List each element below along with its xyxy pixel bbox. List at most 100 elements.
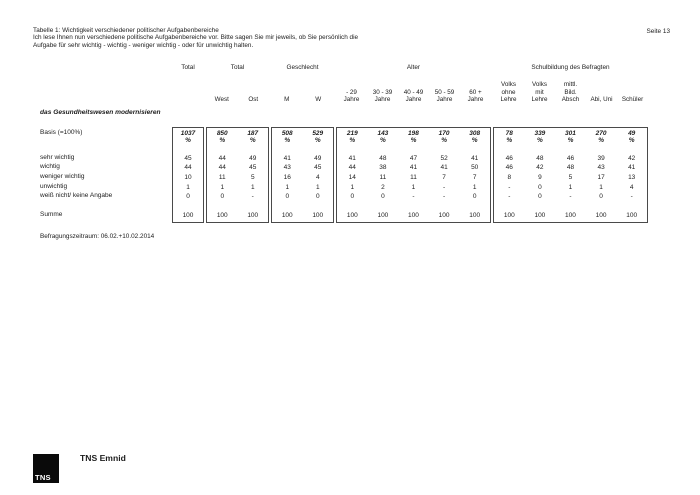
- column-header: Volks ohne Lehre: [491, 76, 527, 103]
- table-cell: -: [508, 193, 511, 201]
- column-header-line: Jahre: [405, 95, 422, 103]
- percent-symbol: %: [598, 137, 604, 144]
- column-header-line: mit: [535, 88, 544, 96]
- table-cell: 0: [315, 193, 320, 201]
- page-number: Seite 13: [646, 28, 670, 35]
- table-cell: 11: [379, 173, 387, 181]
- table-cell: 4: [315, 173, 320, 181]
- table-cell: -: [443, 193, 446, 201]
- column-header-line: mittl.: [563, 81, 578, 89]
- table-cell: 0: [285, 193, 290, 201]
- column-header-line: Abi, Uni: [590, 95, 613, 103]
- column-header-line: Volks: [500, 81, 517, 89]
- table-cell: 52: [440, 154, 448, 162]
- table-cell: 11: [218, 173, 226, 181]
- summe-cell: 100: [503, 212, 515, 219]
- table-cell: 47: [409, 154, 418, 162]
- table-cell: 14: [348, 173, 356, 181]
- survey-period: Befragungszeitraum: 06.02.+10.02.2014: [40, 233, 155, 240]
- column-header-line: Lehre: [531, 95, 548, 103]
- table-cell: 49: [249, 154, 257, 162]
- table-cell: 1: [472, 183, 477, 191]
- table-cell: 44: [184, 164, 192, 172]
- basis-value: 508: [281, 129, 293, 137]
- column-header-line: 60 +: [469, 88, 482, 96]
- row-label: weniger wichtig: [40, 172, 85, 180]
- basis-value: 219: [346, 129, 358, 137]
- summe-cell: 100: [534, 212, 546, 219]
- table-cell: 45: [184, 154, 192, 162]
- row-label-column: Basis (=100%) sehr wichtig wichtig weniger …: [40, 127, 170, 223]
- table-cell: 1: [285, 183, 290, 191]
- table-cell: 1: [186, 183, 190, 191]
- summe-cell: 100: [469, 212, 481, 219]
- column-group-header: Total: [230, 64, 245, 71]
- percent-symbol: %: [441, 137, 447, 144]
- basis-row-label: Basis (=100%): [40, 128, 83, 136]
- column-group-header: Alter: [406, 64, 421, 71]
- table-cell: 13: [628, 173, 636, 181]
- tns-logo-text: TNS: [35, 473, 51, 482]
- table-cell: 7: [442, 173, 446, 181]
- table-cell: 41: [283, 154, 291, 162]
- summe-cell: 100: [438, 212, 450, 219]
- column-header: Abi, Uni: [584, 76, 620, 103]
- table-cell: 48: [536, 154, 544, 162]
- table-cell: 41: [471, 154, 479, 162]
- table-cell: 38: [379, 164, 387, 172]
- percent-symbol: %: [249, 137, 256, 144]
- table-cell: 50: [471, 164, 479, 172]
- table-cell: 39: [597, 154, 605, 162]
- column-header: W: [300, 76, 336, 103]
- column-header: Volks mit Lehre: [522, 76, 558, 103]
- basis-value: 187: [247, 129, 259, 137]
- summe-cell: 100: [626, 212, 638, 219]
- column-header-line: 30 - 39: [372, 88, 393, 96]
- column-header-line: - 29: [346, 88, 357, 96]
- table-cell: 48: [379, 154, 387, 162]
- table-cell: 0: [186, 193, 190, 201]
- column-header-line: Volks: [531, 81, 548, 89]
- table-cell: 41: [348, 154, 356, 162]
- column-header-line: 50 - 59: [434, 88, 455, 96]
- table-group-box: 850% 44 44 11 1 0 100 187% 49 45 5 1-100: [206, 127, 269, 223]
- percent-symbol: %: [410, 137, 417, 144]
- column-header: 50 - 59 Jahre: [427, 76, 463, 103]
- table-cell: 0: [350, 193, 355, 201]
- table-cell: -: [412, 193, 415, 201]
- basis-value: 1037: [180, 129, 196, 137]
- column-header-line: Schüler: [621, 95, 644, 103]
- table-cell: 46: [505, 154, 513, 162]
- table-group-box: 78% 46 46 8- -100 339% 48 42 9 0 0 100 301% 46 48 5 1-10…: [493, 127, 648, 223]
- table-cell: 1: [568, 183, 573, 191]
- summe-cell: 100: [247, 212, 259, 219]
- column-header: 30 - 39 Jahre: [365, 76, 401, 103]
- question-label: das Gesundheitswesen modernisieren: [40, 109, 161, 116]
- column-header-line: 40 - 49: [403, 88, 424, 96]
- table-title: Tabelle 1: Wichtigkeit verschiedener pol…: [33, 27, 219, 34]
- table-cell: 45: [249, 164, 257, 172]
- column-group-header: Geschlecht: [286, 64, 319, 71]
- column-header-line: ohne: [501, 88, 516, 96]
- column-header: mittl. Bild. Absch: [553, 76, 589, 103]
- column-header-line: M: [284, 95, 290, 103]
- table-cell: 44: [218, 164, 226, 172]
- table-cell: 49: [314, 154, 322, 162]
- table-cell: 42: [628, 154, 636, 162]
- table-cell: 0: [538, 193, 542, 201]
- summe-cell: 100: [281, 212, 293, 219]
- column-header: M: [269, 76, 305, 103]
- percent-symbol: %: [567, 137, 574, 144]
- table-cell: -: [569, 193, 572, 201]
- percent-symbol: %: [628, 137, 635, 144]
- table-cell: 42: [536, 164, 544, 172]
- table-cell: -: [630, 193, 633, 201]
- column-header-line: Jahre: [374, 95, 391, 103]
- table-cell: 10: [184, 173, 192, 181]
- percent-symbol: %: [219, 137, 226, 144]
- basis-value: 301: [565, 129, 576, 137]
- summe-cell: 100: [565, 212, 576, 219]
- table-cell: 43: [597, 164, 605, 172]
- table-cell: 7: [472, 173, 477, 181]
- table-group-box: 219% 41 44 14 1 0 100 143% 48 38 11 2 0 100 198% 47 41 11…: [336, 127, 491, 223]
